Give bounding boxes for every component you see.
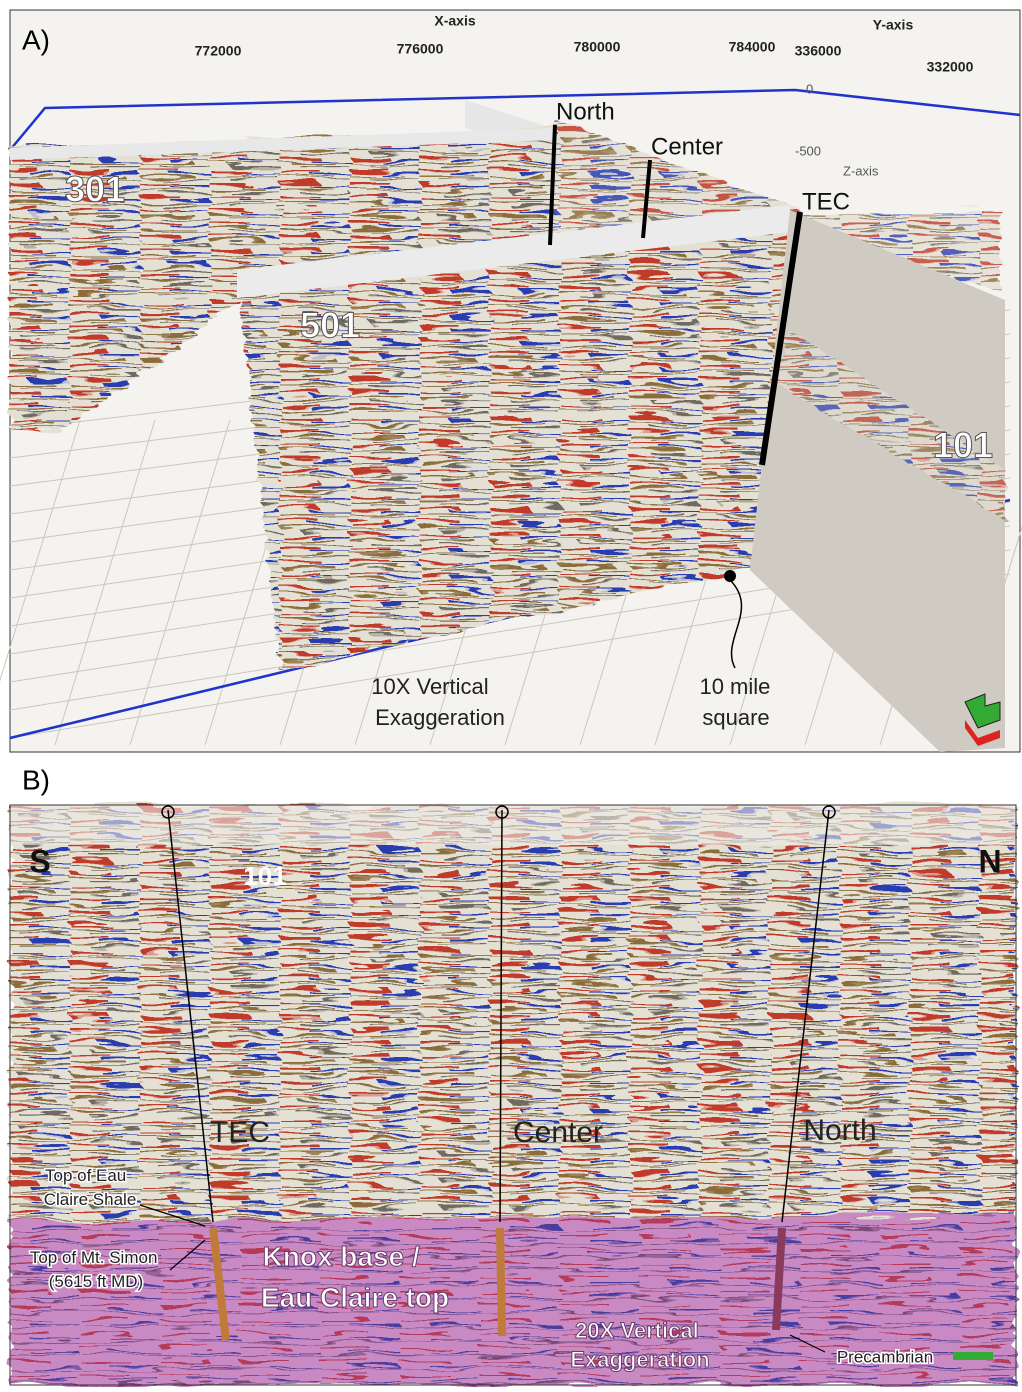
volume-edge	[9, 88, 1021, 151]
annotation: Precambrian	[837, 1347, 933, 1366]
direction: S	[29, 843, 50, 879]
annotation-line: Top of Eau	[45, 1166, 126, 1185]
annotation-line: Claire Shale	[44, 1190, 137, 1209]
horizon-line: Eau Claire top	[261, 1282, 449, 1313]
annotation: Top of Mt. Simon (5615 ft MD)	[30, 1248, 162, 1291]
line-label: 101	[243, 861, 286, 891]
wells	[161, 805, 836, 1223]
exaggeration-line: Exaggeration	[570, 1347, 709, 1372]
well-logs	[209, 1227, 786, 1341]
note: 10 mile square	[699, 674, 776, 730]
well-label: North	[803, 1114, 876, 1147]
seismic-501	[237, 205, 790, 672]
section-top	[10, 128, 555, 160]
axis-title: Y-axis	[873, 17, 914, 33]
note-line: 10 mile	[699, 674, 770, 699]
floor-grid-line	[129, 419, 231, 746]
annotation: Top of Eau Claire Shale	[44, 1166, 137, 1209]
leaders	[139, 1204, 826, 1353]
direction: N	[978, 843, 1001, 879]
well-label: Center	[651, 133, 723, 160]
note-line: square	[702, 705, 769, 730]
legend-swatch	[953, 1352, 993, 1360]
axis-title: X-axis	[434, 13, 475, 29]
panel-b	[9, 804, 1017, 1386]
exaggeration: 20X Vertical Exaggeration	[570, 1318, 709, 1372]
leader	[729, 579, 743, 669]
axis-tick: 336000	[795, 43, 842, 59]
exaggeration-line: 20X Vertical	[575, 1318, 699, 1343]
orientation-cube	[964, 693, 1001, 729]
seismic-top	[10, 805, 1016, 845]
horizon-line: Knox base /	[263, 1241, 420, 1272]
eau-claire-surface	[10, 1215, 1016, 1385]
panel-label: B)	[22, 764, 50, 795]
section-back	[800, 208, 1000, 290]
axis-tick: 0	[806, 81, 813, 96]
axis-tick: 784000	[729, 39, 776, 55]
well-label: North	[556, 98, 615, 125]
floor-grid-line	[54, 419, 156, 746]
line-label: 101	[933, 425, 993, 466]
well-label: TEC	[210, 1116, 270, 1149]
well	[641, 159, 652, 239]
axis-tick: 780000	[574, 39, 621, 55]
annotation-line: Top of Mt. Simon	[30, 1248, 158, 1267]
seismic-101	[770, 330, 1005, 520]
line-label: 301	[65, 169, 125, 210]
orientation-cube	[965, 720, 1000, 746]
horizon-label: Knox base / Eau Claire top	[261, 1241, 449, 1313]
panel-label: A)	[22, 24, 50, 55]
section-top	[237, 205, 790, 298]
axis-tick: 772000	[195, 43, 242, 59]
note-line: 10X Vertical	[371, 674, 488, 699]
axis-title: Z-axis	[843, 163, 879, 178]
axis-tick: -500	[795, 143, 821, 158]
annotation-line: (5615 ft MD)	[49, 1272, 143, 1291]
seismic-301	[10, 128, 555, 432]
axis-tick: 332000	[927, 59, 974, 75]
note: 10X Vertical Exaggeration	[371, 674, 505, 730]
marker	[724, 570, 736, 582]
note-line: Exaggeration	[375, 705, 505, 730]
line-label: 501	[300, 305, 360, 346]
axis-tick: 776000	[397, 41, 444, 57]
floor-grid-line	[0, 419, 81, 682]
well	[548, 124, 557, 246]
well	[759, 211, 803, 466]
well-label: TEC	[802, 188, 850, 215]
well-label: Center	[513, 1116, 603, 1149]
